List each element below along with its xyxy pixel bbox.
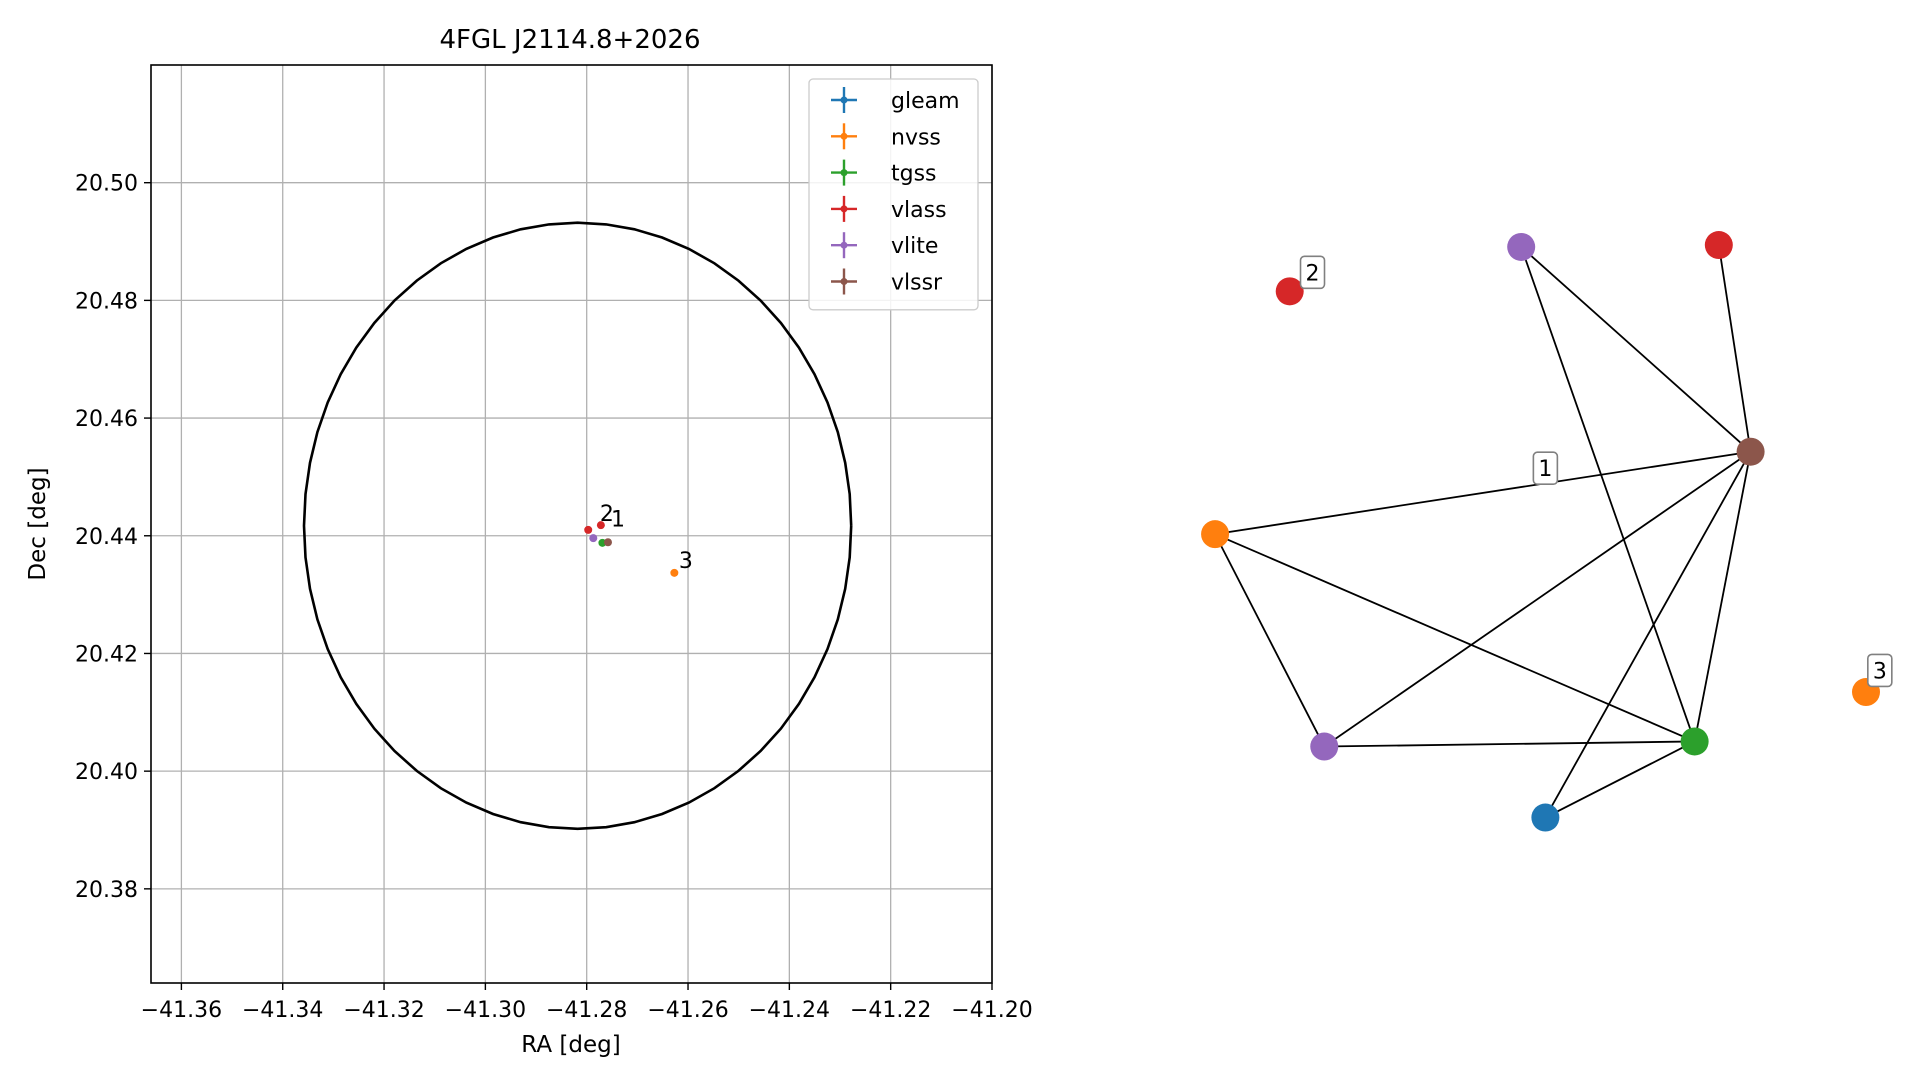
network-edge (1717, 244, 1752, 452)
node-label-box (1867, 653, 1893, 688)
y-tick-label: 20.42 (75, 642, 138, 667)
points-layer (584, 521, 679, 577)
node-labels-layer: 1 2 3 (1299, 255, 1893, 688)
network-edge (1324, 740, 1695, 748)
network-edge (1214, 450, 1751, 536)
legend-marker-vlssr (840, 278, 848, 285)
node-label: 2 (1306, 261, 1320, 286)
node-label-box (1299, 255, 1326, 290)
network-node (1736, 437, 1765, 466)
y-tick-label: 20.40 (75, 760, 138, 785)
network-edge (1544, 740, 1696, 819)
legend-label-gleam: gleam (891, 89, 960, 114)
network-edge (1214, 533, 1326, 747)
legend-label-nvss: nvss (891, 125, 941, 150)
x-tick-label: −41.30 (445, 998, 526, 1023)
x-tick-label: −41.24 (749, 998, 830, 1023)
edges-layer (1214, 244, 1752, 819)
network-edge (1520, 246, 1752, 453)
network-node (1507, 232, 1536, 261)
y-tick-label: 20.46 (75, 407, 138, 432)
point-annotation: 3 (679, 549, 693, 574)
point-annotation: 2 (600, 502, 614, 527)
y-tick-label: 20.48 (75, 289, 138, 314)
y-tick-label: 20.44 (75, 525, 138, 550)
scatter-panel: 4FGL J2114.8+2026 21 3 −41.36 −41.34 −41.32… (25, 25, 1033, 1058)
x-tick-label: −41.26 (647, 998, 728, 1023)
legend-label-vlite: vlite (891, 234, 938, 259)
point-nvss (670, 568, 679, 577)
y-tick-label: 20.50 (75, 172, 138, 197)
node-label: 3 (1873, 659, 1887, 684)
error-ellipse-layer (302, 221, 853, 831)
network-edge (1544, 451, 1752, 818)
chart-title: 4FGL J2114.8+2026 (440, 25, 701, 55)
error-ellipse (302, 221, 853, 831)
network-edge (1214, 533, 1695, 743)
point-vlass (584, 525, 593, 534)
annotations-layer: 21 3 (600, 502, 693, 574)
network-node (1704, 231, 1733, 260)
axis-ticks: −41.36 −41.34 −41.32 −41.30 −41.28 −41.26 −41.… (75, 172, 1033, 1023)
network-edge (1323, 450, 1752, 748)
network-panel: 1 2 3 (1201, 231, 1893, 832)
y-tick-label: 20.38 (75, 878, 138, 903)
nodes-layer (1201, 231, 1880, 832)
network-node (1531, 803, 1560, 832)
y-axis-label: Dec [deg] (25, 467, 51, 580)
point-vlass (596, 521, 605, 530)
network-edge (1693, 451, 1752, 742)
x-tick-label: −41.36 (141, 998, 222, 1023)
x-tick-label: −41.28 (546, 998, 627, 1023)
legend-marker-vlass (840, 205, 848, 213)
legend-label-tgss: tgss (891, 162, 937, 187)
node-label: 1 (1538, 457, 1552, 482)
x-tick-label: −41.20 (951, 998, 1032, 1023)
legend-marker-nvss (840, 132, 848, 140)
network-node (1275, 277, 1304, 306)
x-tick-label: −41.22 (850, 998, 931, 1023)
plot-frame (150, 64, 993, 984)
x-tick-label: −41.34 (242, 998, 323, 1023)
node-label-box (1532, 451, 1559, 486)
network-edge (1520, 246, 1696, 742)
legend-marker-tgss (840, 169, 848, 177)
legend-label-vlass: vlass (891, 198, 947, 223)
legend: gleam nvss tgss vlass vlite vlssr (808, 78, 979, 311)
network-node (1201, 520, 1230, 549)
point-annotation: 1 (611, 508, 625, 533)
point-vlssr (603, 538, 612, 547)
x-tick-label: −41.32 (343, 998, 424, 1023)
network-node (1310, 732, 1339, 761)
network-node (1680, 727, 1709, 756)
x-axis-label: RA [deg] (521, 1032, 620, 1058)
point-vlite (589, 534, 598, 543)
legend-label-vlssr: vlssr (891, 271, 943, 296)
legend-marker-gleam (840, 96, 848, 104)
legend-marker-vlite (840, 241, 848, 249)
